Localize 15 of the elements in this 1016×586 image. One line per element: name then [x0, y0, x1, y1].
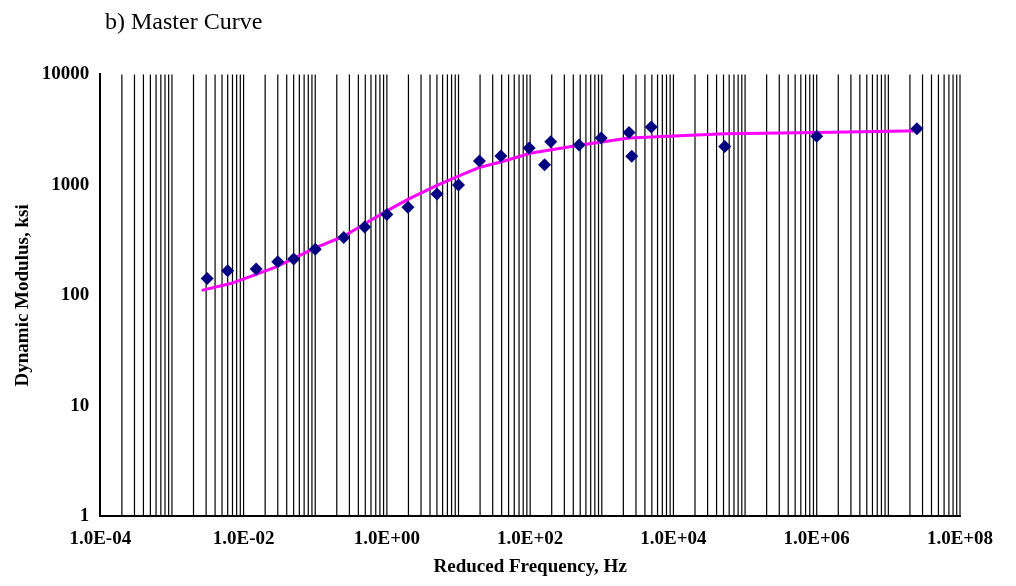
y-tick-label: 1: [79, 504, 90, 526]
x-tick-label: 1.0E-04: [69, 526, 132, 548]
y-tick-label: 1000: [51, 172, 90, 194]
x-tick-label: 1.0E+06: [783, 526, 850, 548]
x-tick-label: 1.0E+04: [640, 526, 708, 548]
x-tick-label: 1.0E+00: [353, 526, 420, 548]
x-tick-label: 1.0E+08: [926, 526, 994, 548]
x-axis-title: Reduced Frequency, Hz: [433, 554, 628, 576]
x-tick-label: 1.0E-02: [212, 526, 275, 548]
chart-title: b) Master Curve: [105, 8, 264, 36]
y-tick-label: 10000: [41, 62, 90, 84]
y-axis-title: Dynamic Modulus, ksi: [11, 204, 33, 387]
y-tick-label: 10: [70, 393, 90, 415]
x-tick-label: 1.0E+02: [497, 526, 564, 548]
y-tick-label: 100: [60, 283, 90, 305]
